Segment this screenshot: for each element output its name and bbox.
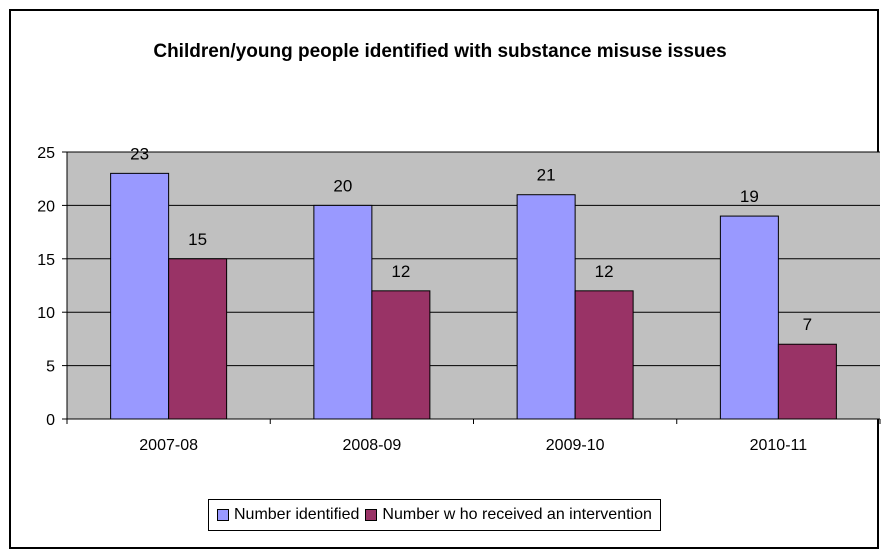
chart-legend: Number identified Number w ho received a… xyxy=(208,499,661,531)
bar-intervention xyxy=(777,343,837,420)
y-tick-label: 20 xyxy=(37,198,55,215)
y-tick-label: 10 xyxy=(37,305,55,322)
x-tick-label: 2008-09 xyxy=(343,437,402,454)
legend-item-intervention: Number w ho received an intervention xyxy=(365,506,652,524)
bar-intervention xyxy=(574,290,634,420)
bar-identified xyxy=(110,172,170,420)
y-tick-label: 5 xyxy=(46,359,55,376)
legend-swatch-identified xyxy=(217,509,229,521)
legend-swatch-intervention xyxy=(365,509,378,521)
x-tick-label: 2007-08 xyxy=(139,437,198,454)
data-label: 19 xyxy=(740,187,759,206)
data-label: 7 xyxy=(803,315,812,334)
data-label: 12 xyxy=(595,262,614,281)
x-tick-label: 2009-10 xyxy=(546,437,605,454)
bar-intervention xyxy=(371,290,431,420)
chart-title: Children/young people identified with su… xyxy=(153,41,727,62)
y-tick-label: 25 xyxy=(37,145,55,162)
y-tick-label: 15 xyxy=(37,252,55,269)
bar-intervention xyxy=(168,258,228,420)
data-label: 15 xyxy=(188,230,207,249)
data-label: 23 xyxy=(130,144,149,163)
legend-label-identified: Number identified xyxy=(234,506,360,523)
bar-identified xyxy=(516,194,576,420)
legend-item-identified: Number identified xyxy=(217,506,359,524)
bar-identified xyxy=(719,215,779,420)
legend-label-intervention: Number w ho received an intervention xyxy=(382,506,652,523)
data-label: 20 xyxy=(333,176,352,195)
data-label: 21 xyxy=(537,166,556,185)
data-label: 12 xyxy=(391,262,410,281)
bar-identified xyxy=(313,204,373,420)
bar-chart: 0 5 10 15 20 25 2007-08 23 15 2008-09 20 12 2009-10 2… xyxy=(37,144,881,454)
y-tick-label: 0 xyxy=(46,412,55,429)
x-tick-label: 2010-11 xyxy=(750,437,808,454)
